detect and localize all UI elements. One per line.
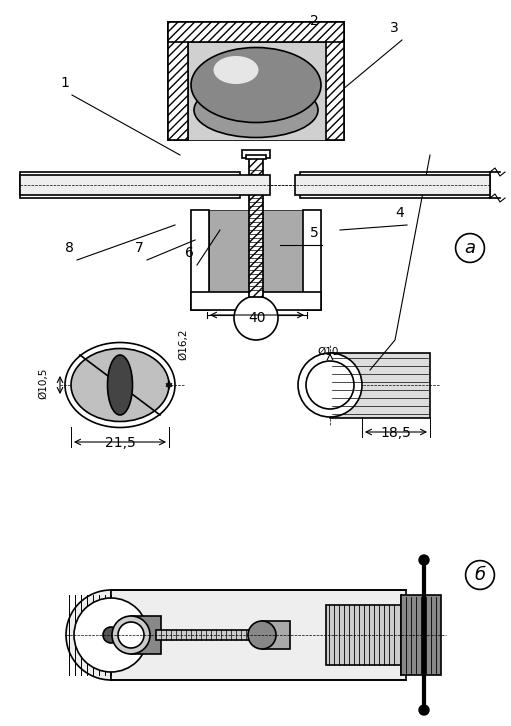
Bar: [401, 595, 441, 675]
Ellipse shape: [191, 47, 321, 123]
Wedge shape: [66, 590, 111, 680]
Ellipse shape: [214, 56, 259, 84]
Circle shape: [103, 627, 119, 643]
Circle shape: [419, 705, 429, 715]
Text: 2: 2: [310, 14, 319, 28]
Circle shape: [234, 296, 278, 340]
Text: Ø10: Ø10: [317, 347, 339, 357]
Ellipse shape: [194, 83, 318, 137]
Bar: [188, 42, 326, 140]
Text: 40: 40: [248, 311, 266, 325]
Bar: [326, 22, 344, 140]
Circle shape: [118, 622, 144, 648]
FancyBboxPatch shape: [186, 41, 324, 115]
Text: 21,5: 21,5: [105, 436, 135, 450]
Ellipse shape: [71, 348, 169, 422]
Ellipse shape: [65, 343, 175, 428]
Bar: [111, 590, 406, 680]
Circle shape: [306, 361, 354, 409]
Polygon shape: [209, 210, 303, 292]
Bar: [322, 25, 340, 135]
Bar: [168, 22, 188, 140]
Polygon shape: [188, 43, 322, 113]
Bar: [303, 210, 321, 310]
Bar: [156, 630, 276, 640]
Text: 6: 6: [185, 246, 194, 260]
Bar: [20, 175, 270, 195]
Bar: [168, 22, 344, 140]
Bar: [242, 150, 270, 158]
Bar: [131, 616, 161, 654]
Bar: [20, 172, 240, 198]
Text: а: а: [464, 239, 476, 257]
Ellipse shape: [226, 95, 256, 115]
Ellipse shape: [107, 355, 132, 415]
Circle shape: [74, 598, 148, 672]
Bar: [168, 22, 344, 42]
Text: 1: 1: [60, 76, 69, 90]
Circle shape: [298, 353, 362, 417]
Bar: [170, 25, 340, 43]
Bar: [246, 155, 266, 159]
Text: Ø10,5: Ø10,5: [38, 367, 48, 399]
Text: Ø16,2: Ø16,2: [178, 328, 188, 360]
Text: 8: 8: [65, 241, 74, 255]
Bar: [191, 210, 209, 310]
Circle shape: [112, 616, 150, 654]
Bar: [330, 353, 430, 418]
Text: 4: 4: [395, 206, 404, 220]
Text: 18,5: 18,5: [381, 426, 411, 440]
Bar: [300, 172, 490, 198]
Text: 5: 5: [310, 226, 319, 240]
Bar: [249, 155, 263, 297]
Text: 3: 3: [390, 21, 399, 35]
Bar: [326, 605, 401, 665]
Text: б: б: [474, 566, 485, 584]
Circle shape: [419, 555, 429, 565]
Bar: [170, 25, 188, 135]
Bar: [262, 621, 290, 649]
Bar: [191, 292, 321, 310]
Circle shape: [248, 621, 276, 649]
Text: 7: 7: [135, 241, 144, 255]
Bar: [295, 175, 490, 195]
